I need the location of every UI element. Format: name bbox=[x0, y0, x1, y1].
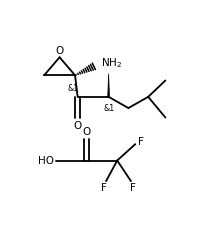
Text: F: F bbox=[101, 183, 106, 193]
Text: F: F bbox=[138, 137, 144, 148]
Text: &1: &1 bbox=[68, 84, 79, 93]
Polygon shape bbox=[108, 74, 109, 97]
Text: O: O bbox=[56, 46, 64, 56]
Text: O: O bbox=[82, 127, 90, 137]
Text: &1: &1 bbox=[104, 104, 115, 113]
Text: NH$_2$: NH$_2$ bbox=[101, 56, 122, 70]
Text: HO: HO bbox=[38, 155, 54, 165]
Text: F: F bbox=[130, 183, 136, 193]
Text: O: O bbox=[73, 121, 82, 131]
